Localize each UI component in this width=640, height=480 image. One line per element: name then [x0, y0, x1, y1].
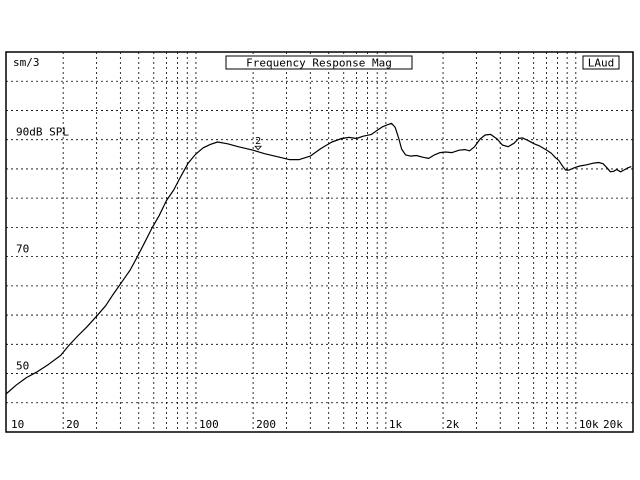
x-tick-label: 100 — [199, 418, 219, 431]
grid — [6, 52, 633, 432]
x-tick-label: 200 — [256, 418, 276, 431]
x-tick-label: 20k — [603, 418, 623, 431]
y-tick-label: 70 — [16, 243, 29, 256]
title-box — [225, 55, 413, 70]
x-tick-label: 20 — [66, 418, 79, 431]
corner-left-label: sm/3 — [13, 56, 40, 69]
series-marker-label: 2 — [255, 136, 261, 147]
corner-right-box — [582, 55, 620, 70]
series-line — [5, 122, 632, 395]
series-marker-arrow — [254, 145, 262, 151]
x-tick-label: 10k — [579, 418, 599, 431]
x-tick-label: 1k — [389, 418, 403, 431]
y-tick-label: 50 — [16, 360, 29, 373]
y-tick-label: 90dB SPL — [16, 126, 69, 139]
x-tick-label: 10 — [11, 418, 24, 431]
plot-frame — [5, 51, 634, 433]
x-tick-label: 2k — [446, 418, 460, 431]
x-axis-labels: 10 20 100 200 1k 2k 10k 20k — [11, 418, 623, 431]
corner-right-label: LAud — [588, 57, 615, 70]
series-group: 2 — [5, 122, 632, 395]
chart-title: Frequency Response Mag — [246, 57, 392, 70]
y-axis-labels: 90dB SPL 70 50 — [16, 126, 69, 373]
